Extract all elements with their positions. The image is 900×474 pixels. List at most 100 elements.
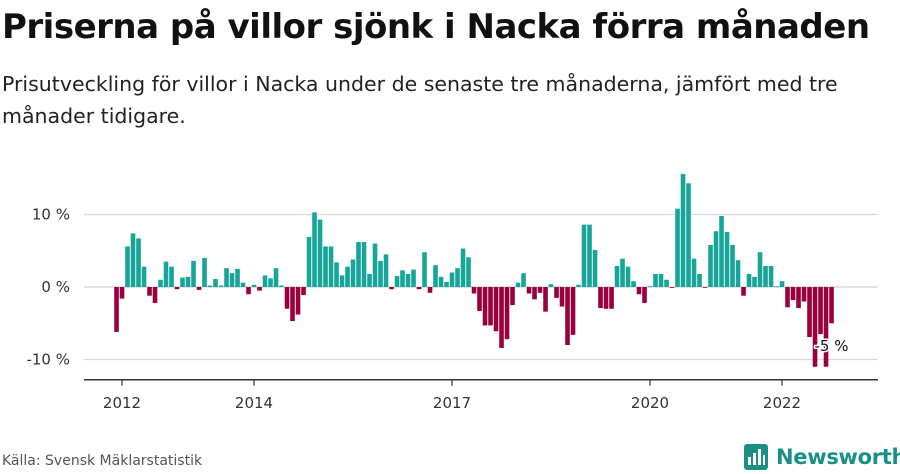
data-bar [372,243,378,287]
data-bar [559,287,565,307]
data-bar [273,268,279,287]
data-bar [279,285,284,287]
data-bar [433,265,438,287]
data-bar [587,224,592,287]
data-bar [466,257,471,287]
data-bar [741,287,746,296]
data-bar [334,262,339,287]
data-bar [240,282,246,287]
source-note: Källa: Svensk Mäklarstatistik [2,453,203,469]
data-bar [378,260,383,287]
data-bar [603,287,609,309]
x-tick-label: 2014 [235,394,273,412]
data-bar [829,287,834,324]
data-bar [735,260,741,287]
data-bar [757,252,763,287]
data-bar [295,287,301,315]
data-bar [581,224,587,287]
data-bar [444,281,449,287]
data-bar [152,287,158,303]
data-bar [719,215,724,287]
data-bar [218,285,224,287]
data-bar [411,269,416,287]
data-bar [114,287,119,332]
data-bar [268,278,273,287]
data-bar [823,287,829,367]
data-bar [790,287,796,301]
data-bar [576,284,581,287]
data-bar [697,273,702,287]
data-bar [416,287,422,290]
data-bar [779,281,785,287]
data-bar [752,276,757,287]
data-bar [796,287,801,309]
data-bar [471,287,477,294]
x-tick-label: 2022 [763,394,801,412]
data-bar [504,287,510,340]
data-bar [515,282,521,287]
data-bar [675,208,680,287]
data-bar [185,276,191,287]
data-bar [317,219,323,287]
data-bar [658,273,664,287]
data-bar [708,244,713,287]
data-bar [488,287,493,326]
data-bar [356,242,361,287]
data-bar [812,287,818,367]
data-bar [449,272,455,287]
data-bar [625,266,631,287]
data-bar [301,287,306,295]
data-bar [614,265,620,287]
data-bar [130,233,136,287]
data-bar [570,287,576,335]
data-bar [460,248,466,287]
data-bar [713,231,719,287]
data-bar [180,277,185,287]
data-bar [631,281,636,287]
data-bar [592,250,598,287]
data-bar [158,279,163,287]
data-bar [405,273,411,287]
data-bar [361,242,367,287]
data-bar [686,183,691,287]
chart-title: Priserna på villor sjönk i Nacka förra m… [2,7,870,47]
data-bar [499,287,504,348]
data-bar [229,273,235,287]
data-bar [246,287,251,295]
data-bar [801,287,807,302]
data-bar [554,287,559,298]
data-bar [548,284,554,287]
data-bar [350,259,356,287]
data-bar [730,244,735,287]
data-bar [510,287,515,306]
data-bar [664,279,669,287]
data-bar [383,254,389,287]
data-bar [400,270,405,287]
data-bar [284,287,290,309]
data-bar [609,287,614,309]
data-bar [642,287,647,303]
x-tick-label: 2017 [433,394,471,412]
data-bar [636,287,642,295]
data-bar [532,287,537,300]
data-bar [174,287,180,290]
data-bar [119,287,125,299]
data-bar [196,287,202,290]
data-bar [702,287,708,288]
newsworthy-logo[interactable]: Newsworthy [744,442,900,472]
data-bar [147,287,152,296]
data-bar [774,286,779,288]
data-bar [213,279,218,287]
data-bar [647,286,653,288]
data-bar [763,265,768,287]
brand-name: Newsworthy [776,445,900,469]
data-bar [477,287,482,311]
data-bar [807,287,812,338]
data-bar [389,287,394,290]
data-bar [306,236,312,287]
data-bar [323,246,328,287]
data-bar [537,287,543,293]
data-bar [543,287,548,312]
data-bar [235,268,240,287]
data-bar [136,238,141,287]
